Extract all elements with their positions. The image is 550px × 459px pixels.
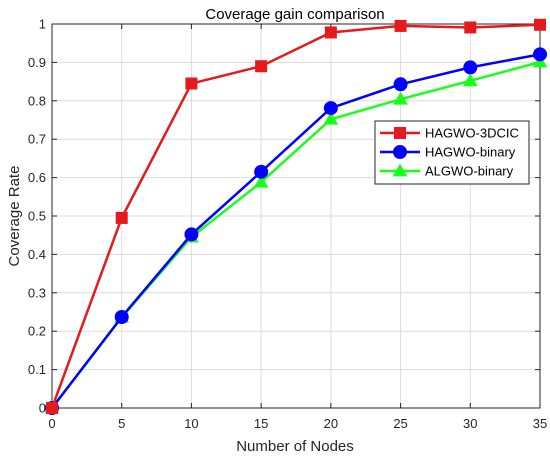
data-point-hagwo-3dcic <box>394 19 407 32</box>
chart-title: Coverage gain comparison <box>205 6 384 23</box>
series-hagwo-3dcic <box>46 18 546 414</box>
legend-label-hagwo-binary: HAGWO-binary <box>425 145 516 160</box>
y-tick-label: 0.4 <box>28 247 46 262</box>
data-point-hagwo-binary <box>463 60 478 75</box>
data-point-hagwo-3dcic <box>185 77 198 90</box>
data-point-hagwo-binary <box>184 227 199 242</box>
data-point-hagwo-binary <box>114 309 129 324</box>
x-tick-label: 35 <box>533 416 547 431</box>
y-axis-title: Coverage Rate <box>6 166 23 267</box>
legend: HAGWO-3DCIC HAGWO-binary ALGWO-binary <box>374 120 530 185</box>
y-tick-label: 0 <box>39 401 46 416</box>
data-point-hagwo-3dcic <box>534 18 546 31</box>
y-tick-label: 0.3 <box>28 285 46 300</box>
series-layer <box>44 18 548 415</box>
y-tick-label: 0.5 <box>28 209 46 224</box>
series-line-algwo-binary <box>51 60 541 409</box>
y-tick-label: 1 <box>39 17 46 32</box>
axis-ticks: 0 5 10 15 20 25 30 35 0 0.1 0.2 0.3 0.4 0.5 0.6 0.7 0.8 0… <box>28 17 547 432</box>
series-line-hagwo-binary <box>51 53 541 409</box>
data-point-hagwo-3dcic <box>324 26 337 39</box>
data-point-hagwo-binary <box>254 164 269 179</box>
data-point-hagwo-binary <box>533 47 547 62</box>
y-tick-label: 0.7 <box>28 132 46 147</box>
y-tick-label: 0.2 <box>28 324 46 339</box>
legend-label-algwo-binary: ALGWO-binary <box>425 164 514 179</box>
y-tick-label: 0.1 <box>28 362 46 377</box>
series-hagwo-binary <box>45 47 547 415</box>
data-point-hagwo-binary <box>393 77 408 92</box>
x-tick-label: 20 <box>324 416 338 431</box>
data-point-algwo-binary <box>323 111 339 125</box>
x-tick-label: 15 <box>254 416 268 431</box>
data-point-hagwo-3dcic <box>255 60 268 73</box>
data-point-algwo-binary <box>393 91 408 105</box>
legend-marker-hagwo-binary <box>393 145 407 159</box>
y-tick-label: 0.9 <box>28 55 46 70</box>
legend-marker-hagwo-3dcic <box>394 127 406 139</box>
series-algwo-binary <box>44 54 548 414</box>
x-tick-label: 0 <box>48 416 55 431</box>
y-tick-label: 0.8 <box>28 93 46 108</box>
x-tick-label: 5 <box>118 416 125 431</box>
legend-marker-algwo-binary <box>392 163 408 177</box>
x-tick-label: 30 <box>463 416 477 431</box>
data-point-hagwo-3dcic <box>115 211 128 224</box>
legend-label-hagwo-3dcic: HAGWO-3DCIC <box>425 126 519 141</box>
x-tick-label: 25 <box>393 416 407 431</box>
series-line-hagwo-3dcic <box>50 23 541 409</box>
y-tick-label: 0.6 <box>28 170 46 185</box>
data-point-hagwo-3dcic <box>46 402 58 414</box>
data-point-algwo-binary <box>253 174 269 188</box>
data-point-algwo-binary <box>462 73 478 87</box>
data-point-hagwo-binary <box>323 101 338 116</box>
x-tick-label: 10 <box>184 416 198 431</box>
data-point-hagwo-3dcic <box>464 21 477 34</box>
x-axis-title: Number of Nodes <box>236 438 354 455</box>
